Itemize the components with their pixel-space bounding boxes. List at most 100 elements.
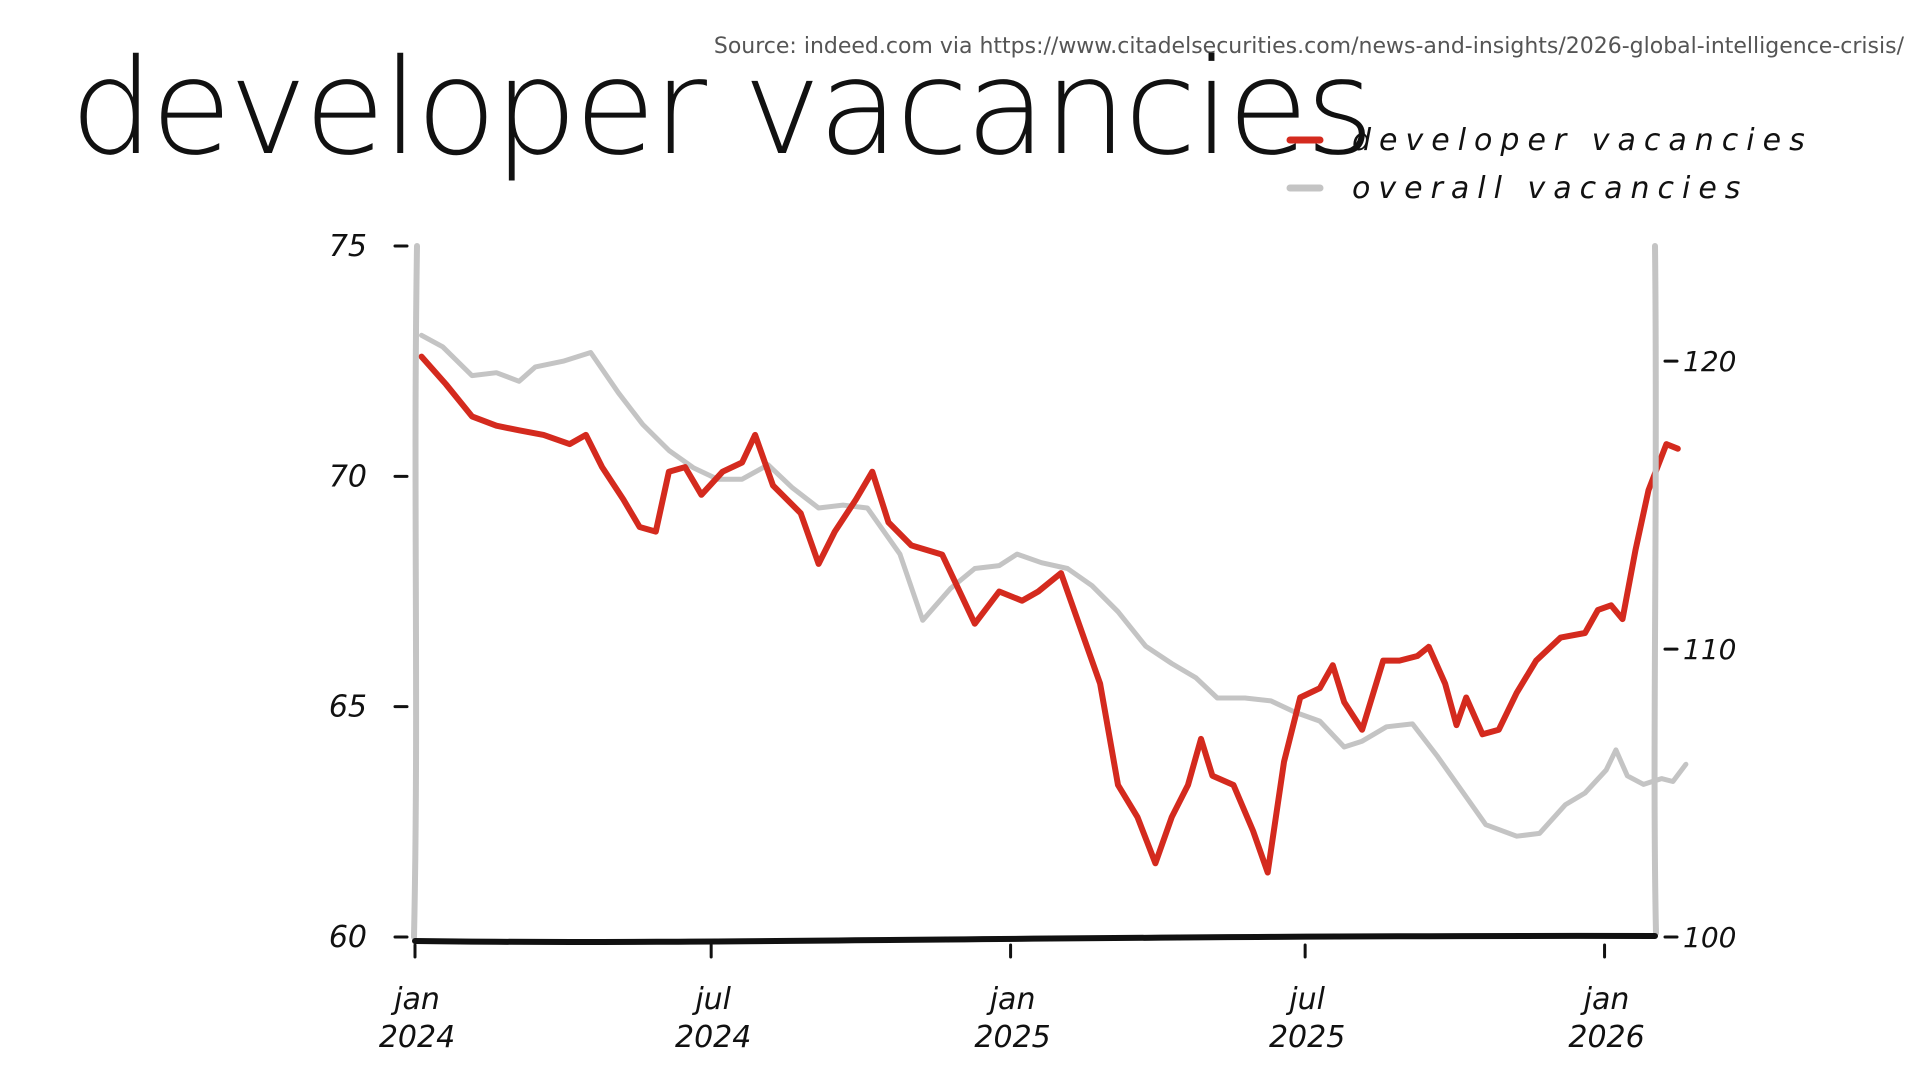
developer-vacancies-point xyxy=(940,553,944,557)
overall-vacancies-point xyxy=(1604,768,1608,772)
developer-vacancies-point xyxy=(1534,659,1538,663)
overall-vacancies-point xyxy=(517,379,521,383)
developer-vacancies-point xyxy=(584,433,588,437)
overall-vacancies-point xyxy=(1660,777,1663,781)
developer-vacancies-point xyxy=(1647,488,1650,492)
overall-vacancies-point xyxy=(841,503,845,507)
developer-vacancies-point xyxy=(683,465,687,469)
developer-vacancies-point xyxy=(1621,617,1624,621)
overall-vacancies-point xyxy=(1459,788,1463,792)
x-tick-label-line2: 2024 xyxy=(379,1020,455,1055)
developer-vacancies-point xyxy=(420,355,423,359)
overall-vacancies-point xyxy=(1269,699,1273,703)
overall-vacancies-point xyxy=(1015,552,1019,556)
overall-vacancies-point xyxy=(533,365,537,369)
developer-vacancies-point xyxy=(997,590,1001,593)
legend-label: overall vacancies xyxy=(1352,171,1748,206)
developer-vacancies-point xyxy=(1186,783,1190,787)
developer-vacancies-point xyxy=(1664,442,1668,446)
developer-vacancies-point xyxy=(638,525,642,529)
x-tick-label-line1: jan xyxy=(1580,982,1630,1017)
overall-vacancies-point xyxy=(441,345,445,349)
developer-vacancies-point xyxy=(494,424,498,428)
overall-vacancies-point xyxy=(1360,739,1364,743)
axes-layer: 60657075100110120jan2024jul2024jan2025ju… xyxy=(329,229,1737,1055)
overall-vacancies-point xyxy=(470,374,474,378)
developer-vacancies-point xyxy=(833,530,837,534)
developer-vacancies-point xyxy=(699,493,703,497)
developer-vacancies-point xyxy=(1251,829,1255,833)
developer-vacancies-point xyxy=(1415,654,1419,658)
developer-vacancies-point xyxy=(1464,696,1468,699)
developer-vacancies-point xyxy=(568,442,572,446)
overall-vacancies-point xyxy=(1614,748,1618,752)
developer-vacancies-point xyxy=(721,470,725,474)
developer-vacancies-point xyxy=(1210,774,1214,778)
overall-vacancies-point xyxy=(1515,834,1519,838)
overall-vacancies-point xyxy=(1194,676,1198,680)
source-citation: Source: indeed.com via https://www.citad… xyxy=(713,34,1904,59)
overall-vacancies-point xyxy=(1642,782,1646,786)
developer-vacancies-point xyxy=(600,465,604,469)
overall-vacancies-point xyxy=(1538,831,1541,835)
y-right-tick-label: 110 xyxy=(1683,633,1736,666)
developer-vacancies-point xyxy=(1427,645,1431,649)
overall-vacancies-point xyxy=(1116,610,1120,614)
developer-vacancies-point xyxy=(1497,728,1501,732)
overall-vacancies-point xyxy=(973,567,977,570)
overall-vacancies-point xyxy=(1170,662,1174,665)
overall-vacancies-point xyxy=(1484,823,1488,827)
legend: developer vacancies overall vacancies xyxy=(1286,123,1805,206)
x-tick-label-line1: jan xyxy=(986,982,1036,1017)
x-tick-label-line1: jul xyxy=(691,982,731,1017)
developer-vacancies-point xyxy=(1331,663,1335,667)
overall-vacancies-point xyxy=(1318,719,1322,723)
x-tick-label-line2: 2024 xyxy=(675,1020,751,1055)
developer-vacancies-point xyxy=(1596,608,1600,612)
developer-vacancies-point xyxy=(909,543,913,547)
developer-vacancies-point xyxy=(1515,691,1519,695)
developer-vacancies-point xyxy=(1098,682,1102,686)
overall-vacancies-point xyxy=(1144,644,1148,648)
y-right-tick-label: 100 xyxy=(1683,921,1736,954)
overall-vacancies-point xyxy=(1215,696,1219,700)
y-left-tick-label: 60 xyxy=(329,920,367,955)
developer-vacancies-point xyxy=(1232,783,1235,787)
chart-title: developer vacancies xyxy=(70,31,1374,185)
overall-vacancies-point xyxy=(691,466,695,470)
overall-vacancies-point xyxy=(948,587,952,591)
overall-vacancies-point xyxy=(898,552,902,556)
developer-vacancies-point xyxy=(1342,700,1346,704)
developer-vacancies-point xyxy=(1381,659,1385,663)
overall-vacancies-point xyxy=(589,351,593,354)
developer-vacancies-point xyxy=(517,428,521,432)
overall-vacancies-point xyxy=(1385,725,1388,729)
y-left-tick-label: 65 xyxy=(329,690,367,725)
overall-vacancies-point xyxy=(921,618,925,622)
overall-vacancies-point xyxy=(616,391,620,395)
overall-vacancies-point xyxy=(1342,745,1346,749)
developer-vacancies-point xyxy=(1481,732,1484,736)
developer-vacancies-point xyxy=(1583,631,1587,635)
developer-vacancies-point xyxy=(1318,686,1322,690)
developer-vacancies-point xyxy=(470,414,474,418)
developer-vacancies-point xyxy=(1116,783,1120,787)
overall-vacancies-point xyxy=(1411,722,1414,726)
overall-vacancies-line xyxy=(419,332,1689,839)
developer-vacancies-point xyxy=(1282,760,1286,764)
overall-vacancies-point xyxy=(1583,791,1587,795)
overall-vacancies-point xyxy=(1564,803,1567,807)
developer-vacancies-point xyxy=(1082,636,1086,640)
y-left-tick-label: 70 xyxy=(329,459,367,494)
overall-vacancies-point xyxy=(667,448,671,452)
overall-vacancies-point xyxy=(740,477,744,481)
y-left-tick-label: 75 xyxy=(329,229,367,264)
developer-vacancies-point xyxy=(1170,815,1174,819)
x-tick-label-line2: 2025 xyxy=(974,1020,1050,1055)
developer-vacancies-point xyxy=(771,484,775,487)
developer-vacancies-point xyxy=(1360,728,1364,732)
x-tick-label-line1: jul xyxy=(1285,982,1325,1017)
developer-vacancies-point xyxy=(1559,636,1563,640)
developer-vacancies-point xyxy=(1136,815,1139,819)
developer-vacancies-point xyxy=(654,530,658,534)
